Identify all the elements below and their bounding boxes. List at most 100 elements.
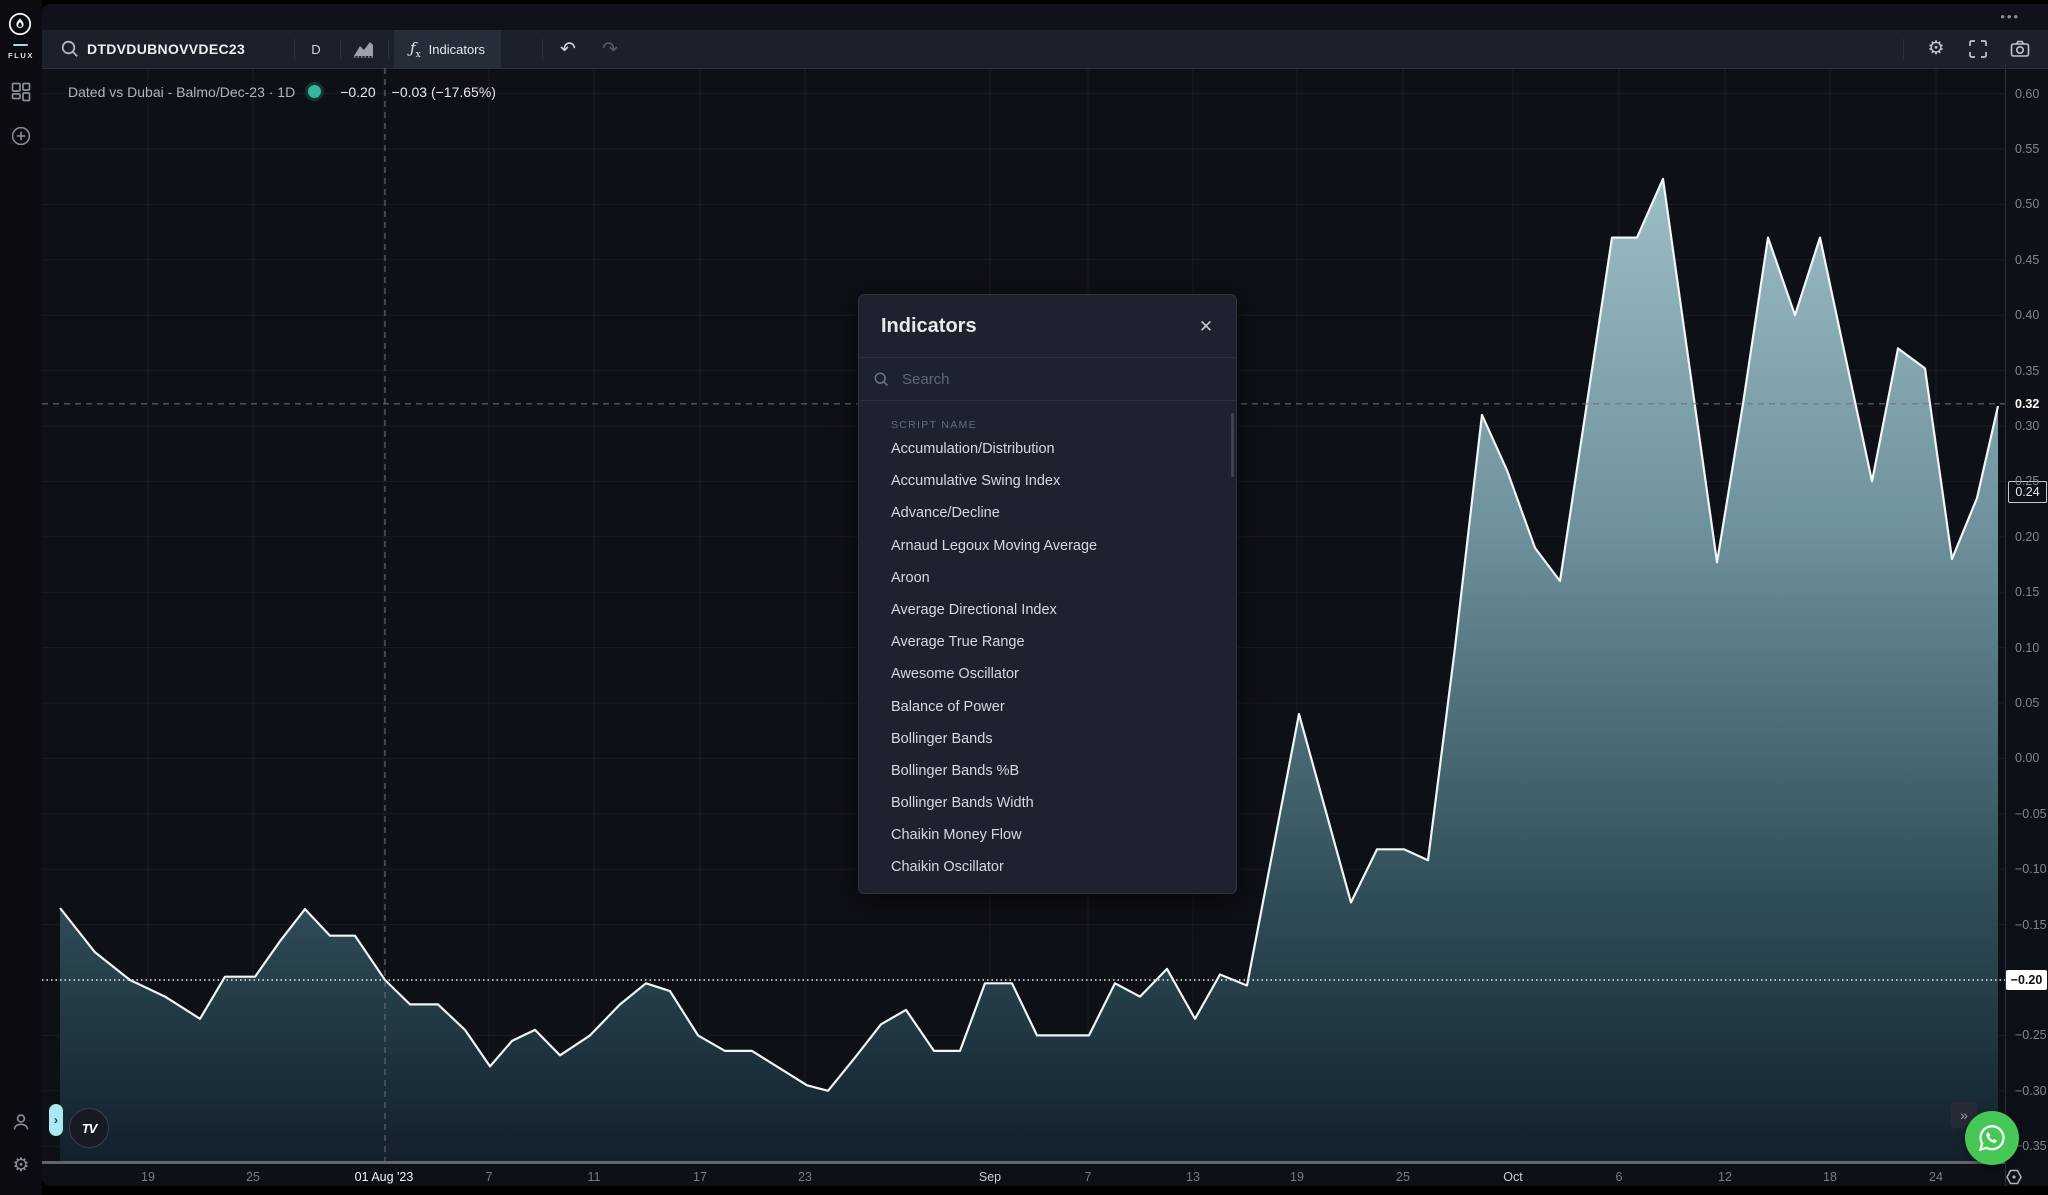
time-tick-label: 18 <box>1823 1170 1837 1184</box>
time-tick-label: 19 <box>1290 1170 1304 1184</box>
chart-toolbar: DTDVDUBNOVVDEC23 D ƒx Indicators ↶ ↷ ⚙ <box>42 30 2048 69</box>
indicator-list-item[interactable]: Average True Range <box>891 634 1025 651</box>
time-tick-label: 01 Aug '23 <box>354 1170 414 1184</box>
dashboard-grid-icon[interactable] <box>11 82 31 102</box>
add-plus-icon[interactable] <box>11 126 31 146</box>
search-icon <box>874 372 889 386</box>
price-tick-label: 0.55 <box>2015 142 2040 156</box>
symbol-search-button[interactable]: DTDVDUBNOVVDEC23 <box>60 30 245 68</box>
indicator-list-item[interactable]: Bollinger Bands Width <box>891 795 1034 812</box>
window-top-strip: ••• <box>42 4 2048 30</box>
time-tick-label: Sep <box>978 1170 1002 1184</box>
pane-resize-handle[interactable] <box>42 1161 2005 1164</box>
toolbar-divider <box>294 39 295 59</box>
price-tick-label: 0.60 <box>2015 86 2040 101</box>
indicators-button[interactable]: ƒx Indicators <box>394 30 502 68</box>
indicator-list-item[interactable]: Chaikin Money Flow <box>891 827 1022 844</box>
price-tick-label: −0.10 <box>2015 862 2047 877</box>
price-tick-label: 0.40 <box>2015 308 2040 323</box>
indicator-list-item[interactable]: Arnaud Legoux Moving Average <box>891 537 1098 554</box>
chevron-right-icon: › <box>54 1113 58 1127</box>
indicator-list-item[interactable]: Average Directional Index <box>891 601 1057 618</box>
interval-button[interactable]: D <box>311 41 321 57</box>
camera-snapshot-icon[interactable] <box>2010 39 2030 59</box>
price-tick-label: 0.50 <box>2015 197 2040 212</box>
indicator-list-item[interactable]: Accumulative Swing Index <box>891 473 1061 490</box>
toolbar-divider <box>542 39 543 59</box>
whatsapp-icon <box>1978 1125 2005 1152</box>
drawer-expand-handle[interactable]: › <box>49 1104 63 1136</box>
series-line <box>59 177 2000 1092</box>
crosshair-price-label: 0.32 <box>2015 396 2040 411</box>
time-tick-label: 6 <box>1615 1170 1623 1184</box>
price-tick-label: −0.05 <box>2015 806 2047 821</box>
indicator-list-item[interactable]: Advance/Decline <box>891 505 1000 522</box>
dialog-scrollbar[interactable] <box>1231 413 1234 477</box>
more-menu-icon[interactable]: ••• <box>2000 9 2020 24</box>
price-tick-label: 0.05 <box>2015 696 2040 710</box>
price-tick-label: 0.10 <box>2015 640 2040 655</box>
dialog-title: Indicators <box>881 315 977 337</box>
toolbar-divider <box>340 39 341 59</box>
time-tick-label: 17 <box>693 1170 707 1184</box>
toolbar-divider <box>1903 39 1904 59</box>
series-status-dot <box>305 82 325 101</box>
price-tick-label: −0.30 <box>2015 1083 2047 1098</box>
price-tick-label: −0.35 <box>2015 1139 2047 1154</box>
settings-gear-icon[interactable]: ⚙ <box>1927 38 1945 59</box>
price-axis-separator <box>2005 64 2006 1186</box>
legend-change-value: −0.03 (−17.65%) <box>391 83 496 100</box>
chart-type-button[interactable] <box>352 30 376 68</box>
redo-button[interactable]: ↷ <box>602 38 618 60</box>
dialog-header: Indicators ✕ <box>859 295 1236 358</box>
price-axis[interactable]: 0.32 0.24 −0.20 0.60 0.55 0.50 0.45 0.40 0.35… <box>2006 68 2048 1162</box>
price-tick-label: 0.20 <box>2015 529 2040 544</box>
indicator-search-input[interactable] <box>900 369 1204 389</box>
search-icon <box>61 40 78 57</box>
legend-symbol-title: Dated vs Dubai - Balmo/Dec-23 · 1D <box>68 83 296 100</box>
undo-button[interactable]: ↶ <box>560 38 576 60</box>
chart-legend[interactable]: Dated vs Dubai - Balmo/Dec-23 · 1D −0.20… <box>68 82 496 101</box>
last-price-label: −0.20 <box>2006 970 2047 990</box>
axis-settings-icon[interactable] <box>2004 1167 2024 1186</box>
script-name-section-label: SCRIPT NAME <box>891 419 977 431</box>
toolbar-divider <box>388 39 389 59</box>
series-area-fill <box>60 178 1998 1162</box>
indicator-list: Accumulation/Distribution Accumulative Sw… <box>859 433 1236 884</box>
indicator-list-item[interactable]: Bollinger Bands %B <box>891 762 1020 779</box>
whatsapp-chat-button[interactable] <box>1965 1111 2019 1165</box>
time-tick-label: 7 <box>485 1170 493 1184</box>
indicator-list-item[interactable]: Chaikin Oscillator <box>891 859 1004 876</box>
indicator-list-item[interactable]: Balance of Power <box>891 698 1005 715</box>
time-tick-label: 12 <box>1718 1170 1732 1184</box>
indicators-dialog: Indicators ✕ SCRIPT NAME Accumulation/Di… <box>858 294 1237 894</box>
price-tick-label: 0.15 <box>2015 585 2040 600</box>
indicator-list-item[interactable]: Aroon <box>891 569 930 586</box>
price-tick-label: 0.45 <box>2015 252 2040 267</box>
close-icon[interactable]: ✕ <box>1198 317 1214 336</box>
tradingview-logo[interactable]: TV <box>69 1108 109 1148</box>
fullscreen-icon[interactable] <box>1968 39 1988 59</box>
double-chevron-icon: » <box>1960 1107 1968 1123</box>
fx-icon: ƒx <box>410 38 421 60</box>
sidebar-accent-divider <box>13 44 28 46</box>
time-tick-label: 7 <box>1084 1170 1092 1184</box>
user-profile-icon[interactable] <box>11 1112 31 1132</box>
price-tick-label: 0.30 <box>2015 419 2040 433</box>
main-surface: ••• DTDVDUBNOVVDEC23 D ƒx Indicators ↶ ↷ <box>42 4 2048 1186</box>
time-axis[interactable]: 19 25 01 Aug '23 7 11 17 23 Sep 7 13 19 25 Oct 6 12 18 2… <box>42 1164 2005 1186</box>
price-tick-label: −0.15 <box>2015 917 2047 932</box>
indicator-list-item[interactable]: Accumulation/Distribution <box>891 441 1055 457</box>
sidebar-settings-gear-icon[interactable]: ⚙ <box>12 1155 30 1176</box>
boxed-price-label: 0.24 <box>2008 481 2047 504</box>
price-tick-label: 0.00 <box>2015 751 2040 766</box>
indicator-list-item[interactable]: Bollinger Bands <box>891 730 993 747</box>
time-tick-label: 13 <box>1186 1170 1200 1184</box>
price-tick-label: 0.25 <box>2015 474 2040 489</box>
time-tick-label: 23 <box>798 1170 812 1184</box>
dialog-search-row <box>859 358 1236 401</box>
brand-label: FLUX <box>8 51 34 60</box>
time-tick-label: Oct <box>1503 1170 1523 1184</box>
indicator-list-item[interactable]: Awesome Oscillator <box>891 666 1019 683</box>
flux-logo-icon[interactable] <box>8 12 32 36</box>
